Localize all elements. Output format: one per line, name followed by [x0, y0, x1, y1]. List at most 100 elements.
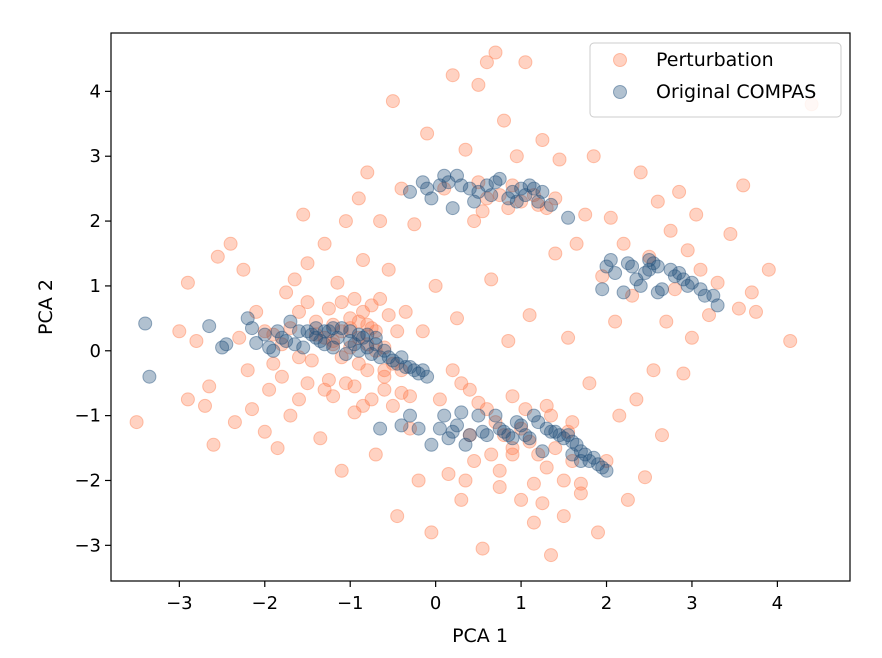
data-point [462, 181, 477, 196]
data-point [138, 316, 153, 331]
data-point [292, 392, 306, 407]
data-point [697, 288, 712, 303]
data-point [676, 366, 691, 381]
data-point [432, 178, 447, 193]
data-point [398, 304, 413, 319]
data-point [518, 428, 533, 443]
data-point [227, 415, 242, 430]
data-point [552, 428, 567, 443]
data-point [680, 278, 695, 293]
data-point [445, 201, 460, 216]
data-point [479, 178, 494, 193]
data-point [309, 330, 323, 345]
data-point [544, 197, 558, 212]
data-point [522, 178, 537, 193]
data-point [710, 275, 725, 290]
data-point [257, 424, 272, 439]
data-point [497, 113, 511, 128]
data-point [360, 340, 375, 355]
data-point [535, 444, 550, 459]
data-point [296, 340, 311, 355]
data-point [548, 191, 563, 206]
data-point [428, 278, 443, 293]
data-point [385, 398, 400, 413]
data-point [471, 77, 486, 92]
data-point [356, 398, 370, 413]
data-point [573, 476, 588, 491]
data-point [556, 473, 571, 488]
data-point [531, 415, 546, 430]
data-point [663, 223, 678, 238]
data-point [279, 285, 294, 300]
data-point [381, 350, 396, 365]
data-point [210, 249, 225, 264]
data-point [509, 149, 524, 164]
data-point [501, 191, 516, 206]
data-point [471, 408, 486, 423]
data-point [424, 525, 439, 540]
data-point [522, 434, 537, 449]
data-point [736, 178, 751, 193]
data-point [437, 181, 452, 196]
data-point [616, 285, 631, 300]
data-point [411, 421, 426, 436]
data-point [731, 301, 746, 316]
y-tick-label: 4 [90, 81, 101, 102]
data-point [539, 398, 554, 413]
data-point [351, 343, 366, 358]
data-point [411, 473, 426, 488]
data-point [326, 337, 341, 352]
data-point [479, 191, 494, 206]
data-point [535, 184, 550, 199]
data-point [334, 463, 349, 478]
data-point [347, 291, 362, 306]
data-point [526, 188, 541, 203]
data-point [514, 421, 529, 436]
data-point [484, 447, 499, 462]
data-point [142, 369, 157, 384]
data-point [471, 395, 486, 410]
data-point [398, 360, 413, 374]
data-point [591, 457, 605, 472]
data-point [475, 424, 490, 439]
data-point [599, 259, 614, 274]
data-point [420, 126, 435, 141]
series-original-compas [138, 168, 725, 478]
data-point [351, 314, 366, 329]
data-point [347, 405, 362, 420]
data-point [710, 298, 725, 313]
data-point [556, 509, 571, 524]
data-point [296, 207, 311, 222]
data-point [612, 408, 627, 423]
data-point [582, 454, 597, 468]
data-point [646, 363, 661, 378]
data-point [351, 356, 366, 371]
data-point [548, 441, 563, 456]
data-point [663, 262, 678, 277]
data-point [450, 311, 464, 326]
data-point [385, 353, 400, 368]
data-point [360, 363, 375, 378]
data-point [501, 428, 516, 443]
data-point [206, 437, 221, 452]
data-point [591, 525, 605, 540]
data-point [304, 353, 319, 368]
data-point [287, 337, 302, 352]
data-point [377, 369, 392, 384]
data-point [458, 473, 473, 488]
data-point [450, 418, 464, 433]
data-point [360, 327, 375, 342]
data-point [129, 415, 144, 430]
data-point [492, 171, 507, 186]
x-tick-label: 1 [515, 593, 526, 614]
data-point [514, 418, 529, 433]
legend-marker-perturbation [613, 53, 627, 67]
data-point [326, 340, 341, 355]
data-point [351, 327, 366, 342]
x-tick-label: 0 [430, 593, 441, 614]
data-point [505, 441, 520, 456]
data-point [236, 262, 251, 277]
data-point [680, 243, 695, 258]
data-point [522, 431, 537, 446]
data-point [347, 379, 362, 394]
